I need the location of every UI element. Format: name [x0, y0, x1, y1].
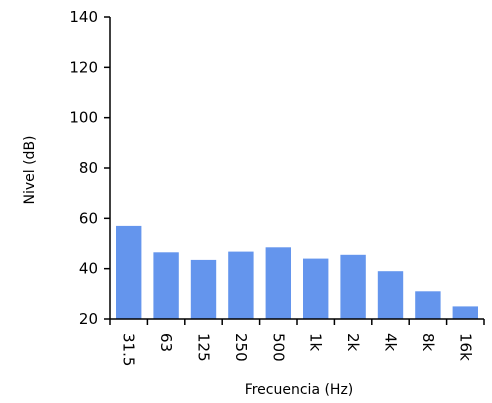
y-tick-label: 140 — [69, 8, 98, 26]
y-axis-ticks: 20 40 60 80 100 120 140 — [69, 8, 110, 328]
plot-area — [116, 225, 478, 319]
x-tick-label-125: 125 — [195, 333, 213, 362]
bar-4k — [377, 271, 404, 319]
bar-1k — [303, 258, 329, 319]
bar-500 — [265, 247, 291, 319]
x-tick-label-4k: 4k — [382, 333, 400, 352]
x-tick-label-500: 500 — [269, 333, 287, 362]
bar-63 — [153, 252, 179, 319]
bar-16k — [452, 306, 478, 319]
y-axis-title: Nivel (dB) — [22, 135, 38, 204]
x-tick-label-31.5: 31.5 — [120, 333, 138, 366]
x-tick-label-16k: 16k — [456, 333, 474, 361]
y-tick-label: 40 — [79, 260, 98, 278]
x-axis-ticks: 31.5 63 125 250 500 1k 2k 4k 8k 16k — [109, 319, 485, 366]
bar-31.5 — [116, 225, 142, 319]
x-tick-label-250: 250 — [232, 333, 250, 362]
x-tick-label-63: 63 — [157, 333, 175, 352]
y-tick-label: 60 — [79, 209, 98, 227]
y-tick-label: 100 — [69, 109, 98, 127]
y-tick-label: 120 — [69, 58, 98, 76]
x-axis-title: Frecuencia (Hz) — [245, 382, 354, 398]
y-tick-label: 80 — [79, 159, 98, 177]
x-tick-label-1k: 1k — [307, 333, 325, 352]
bar-2k — [340, 254, 366, 319]
bar-125 — [190, 259, 217, 319]
x-tick-label-2k: 2k — [344, 333, 362, 352]
x-tick-label-8k: 8k — [419, 333, 437, 352]
bar-8k — [415, 291, 441, 319]
y-tick-label: 20 — [79, 310, 98, 328]
bar-250 — [228, 251, 254, 319]
